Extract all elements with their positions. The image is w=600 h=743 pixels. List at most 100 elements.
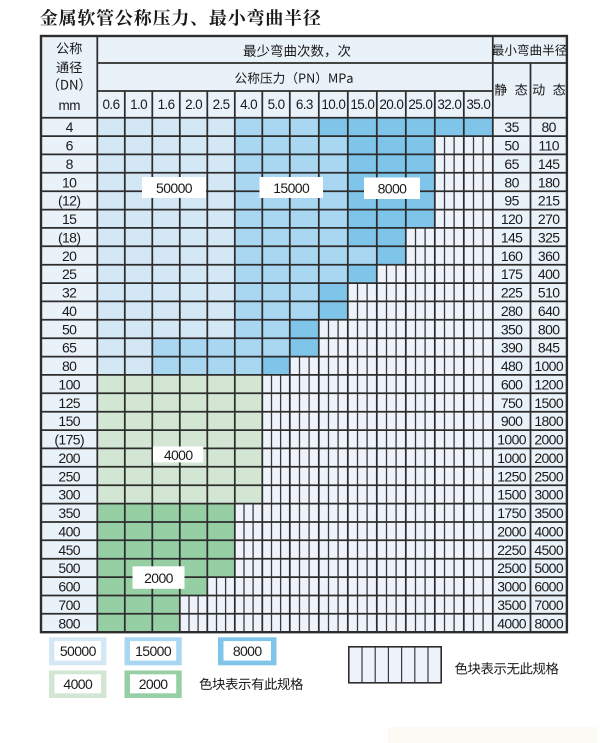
svg-text:10: 10 — [62, 174, 77, 190]
svg-text:15: 15 — [62, 211, 77, 227]
svg-text:50000: 50000 — [60, 643, 97, 659]
svg-text:1.6: 1.6 — [158, 97, 175, 112]
svg-text:700: 700 — [58, 597, 80, 613]
svg-text:3500: 3500 — [497, 597, 527, 613]
svg-text:15000: 15000 — [135, 643, 172, 659]
svg-text:8: 8 — [66, 156, 74, 172]
svg-text:50000: 50000 — [156, 180, 193, 196]
svg-text:900: 900 — [501, 413, 523, 429]
svg-text:32: 32 — [62, 285, 77, 301]
svg-text:1250: 1250 — [497, 468, 527, 484]
svg-text:20.0: 20.0 — [379, 97, 403, 112]
svg-text:2.0: 2.0 — [185, 97, 202, 112]
svg-text:180: 180 — [538, 174, 560, 190]
svg-text:4000: 4000 — [164, 447, 194, 463]
svg-text:1500: 1500 — [534, 395, 564, 411]
svg-text:80: 80 — [542, 119, 557, 135]
svg-text:80: 80 — [504, 174, 519, 190]
svg-text:mm: mm — [59, 98, 81, 113]
svg-text:110: 110 — [538, 138, 559, 154]
svg-text:2.5: 2.5 — [213, 97, 230, 112]
svg-text:390: 390 — [501, 340, 523, 356]
svg-text:50: 50 — [62, 321, 77, 337]
svg-text:6: 6 — [66, 138, 74, 154]
svg-text:35.0: 35.0 — [466, 97, 490, 112]
svg-text:300: 300 — [58, 487, 80, 503]
svg-text:65: 65 — [504, 156, 519, 172]
svg-text:150: 150 — [58, 413, 80, 429]
svg-text:40: 40 — [62, 303, 77, 319]
svg-text:145: 145 — [538, 156, 560, 172]
svg-text:800: 800 — [538, 321, 560, 337]
svg-text:250: 250 — [58, 468, 80, 484]
svg-text:3000: 3000 — [497, 579, 527, 595]
svg-text:4: 4 — [66, 119, 74, 135]
svg-text:2000: 2000 — [534, 450, 564, 466]
svg-text:95: 95 — [504, 193, 519, 209]
svg-text:400: 400 — [538, 266, 560, 282]
svg-text:200: 200 — [58, 450, 80, 466]
svg-text:2000: 2000 — [144, 570, 174, 586]
svg-text:325: 325 — [538, 229, 560, 245]
svg-text:350: 350 — [58, 505, 80, 521]
svg-text:4500: 4500 — [534, 542, 564, 558]
svg-text:1800: 1800 — [534, 413, 564, 429]
svg-text:0.6: 0.6 — [103, 97, 120, 112]
svg-text:8000: 8000 — [378, 181, 408, 197]
svg-text:65: 65 — [62, 340, 77, 356]
svg-text:6000: 6000 — [534, 579, 564, 595]
svg-text:25.0: 25.0 — [408, 97, 432, 112]
svg-text:4000: 4000 — [534, 523, 564, 539]
svg-text:1750: 1750 — [497, 505, 527, 521]
svg-text:500: 500 — [58, 560, 80, 576]
svg-text:6.3: 6.3 — [296, 97, 313, 112]
svg-text:125: 125 — [58, 395, 80, 411]
svg-text:1500: 1500 — [497, 487, 527, 503]
svg-text:10.0: 10.0 — [321, 97, 345, 112]
svg-text:20: 20 — [62, 248, 77, 264]
svg-text:32.0: 32.0 — [437, 97, 461, 112]
svg-text:1000: 1000 — [497, 432, 527, 448]
svg-text:600: 600 — [58, 579, 80, 595]
svg-text:5000: 5000 — [534, 560, 564, 576]
svg-text:25: 25 — [62, 266, 77, 282]
svg-text:50: 50 — [504, 138, 519, 154]
svg-text:510: 510 — [538, 285, 560, 301]
svg-text:845: 845 — [538, 340, 560, 356]
svg-text:270: 270 — [538, 211, 560, 227]
svg-text:175: 175 — [501, 266, 523, 282]
svg-text:1000: 1000 — [534, 358, 564, 374]
svg-text:1200: 1200 — [534, 376, 564, 392]
svg-text:2000: 2000 — [497, 523, 527, 539]
svg-text:15000: 15000 — [273, 180, 310, 196]
svg-text:2000: 2000 — [534, 432, 564, 448]
svg-text:160: 160 — [501, 248, 523, 264]
svg-text:100: 100 — [58, 376, 80, 392]
svg-text:80: 80 — [62, 358, 77, 374]
svg-text:2500: 2500 — [534, 468, 564, 484]
svg-text:280: 280 — [501, 303, 523, 319]
svg-text:3500: 3500 — [534, 505, 564, 521]
svg-text:225: 225 — [501, 285, 523, 301]
svg-text:(12): (12) — [58, 193, 81, 209]
svg-text:2500: 2500 — [497, 560, 527, 576]
svg-text:215: 215 — [538, 193, 560, 209]
svg-text:2000: 2000 — [139, 676, 169, 692]
svg-text:750: 750 — [501, 395, 523, 411]
svg-text:(18): (18) — [58, 229, 81, 245]
svg-text:15.0: 15.0 — [350, 97, 374, 112]
svg-text:5.0: 5.0 — [268, 97, 285, 112]
svg-text:4.0: 4.0 — [240, 97, 257, 112]
svg-text:1.0: 1.0 — [130, 97, 147, 112]
svg-text:3000: 3000 — [534, 487, 564, 503]
svg-text:360: 360 — [538, 248, 560, 264]
svg-text:120: 120 — [501, 211, 523, 227]
svg-text:145: 145 — [501, 229, 523, 245]
svg-text:(175): (175) — [54, 432, 84, 448]
svg-text:600: 600 — [501, 376, 523, 392]
svg-text:350: 350 — [501, 321, 523, 337]
svg-text:800: 800 — [58, 615, 80, 631]
svg-text:2250: 2250 — [497, 542, 527, 558]
svg-text:4000: 4000 — [497, 615, 527, 631]
svg-text:4000: 4000 — [63, 676, 93, 692]
